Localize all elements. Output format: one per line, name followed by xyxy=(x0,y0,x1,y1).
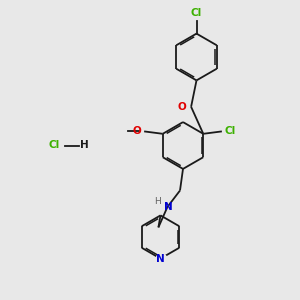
Text: O: O xyxy=(133,126,142,136)
Text: H: H xyxy=(80,140,89,151)
Text: N: N xyxy=(156,254,165,264)
Text: Cl: Cl xyxy=(48,140,60,151)
Text: Cl: Cl xyxy=(191,8,202,18)
Text: O: O xyxy=(178,102,187,112)
Text: Cl: Cl xyxy=(224,126,236,136)
Text: H: H xyxy=(154,197,161,206)
Text: N: N xyxy=(164,202,173,212)
